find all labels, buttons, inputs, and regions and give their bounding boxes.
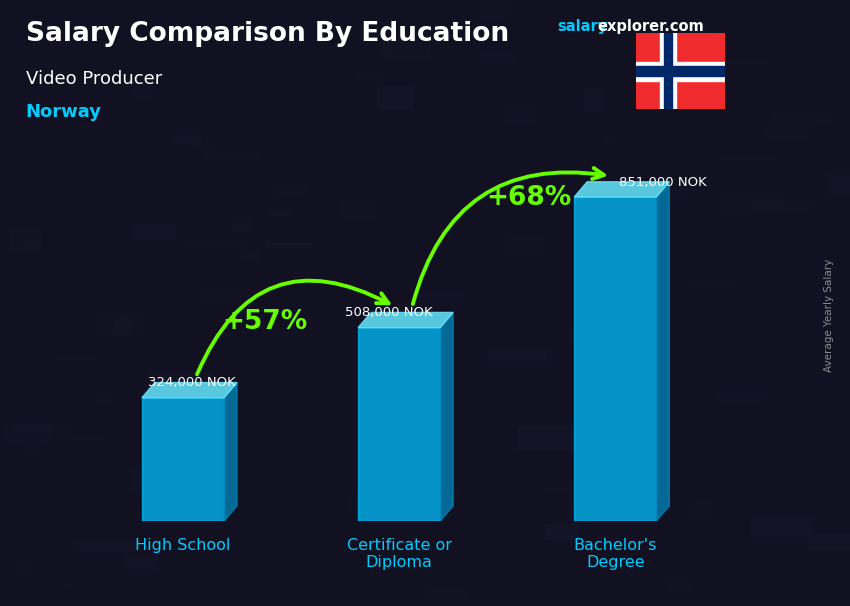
Polygon shape xyxy=(575,182,669,197)
Text: Norway: Norway xyxy=(26,103,101,121)
Polygon shape xyxy=(142,382,237,398)
Text: 851,000 NOK: 851,000 NOK xyxy=(619,176,706,188)
Polygon shape xyxy=(440,313,453,521)
Text: 508,000 NOK: 508,000 NOK xyxy=(344,306,432,319)
Text: salary: salary xyxy=(557,19,607,35)
Polygon shape xyxy=(142,398,224,521)
Polygon shape xyxy=(358,313,453,328)
Polygon shape xyxy=(656,182,669,521)
Polygon shape xyxy=(224,382,237,521)
Text: Average Yearly Salary: Average Yearly Salary xyxy=(824,259,834,371)
Text: Video Producer: Video Producer xyxy=(26,70,162,88)
Polygon shape xyxy=(358,328,440,521)
Text: 324,000 NOK: 324,000 NOK xyxy=(149,376,236,390)
Text: Salary Comparison By Education: Salary Comparison By Education xyxy=(26,21,508,47)
Text: explorer.com: explorer.com xyxy=(598,19,705,35)
Text: +57%: +57% xyxy=(223,308,308,335)
Bar xyxy=(636,67,725,76)
Text: +68%: +68% xyxy=(486,185,571,211)
Bar xyxy=(664,33,672,109)
Bar xyxy=(636,62,725,81)
Polygon shape xyxy=(575,197,656,521)
Bar xyxy=(660,33,677,109)
